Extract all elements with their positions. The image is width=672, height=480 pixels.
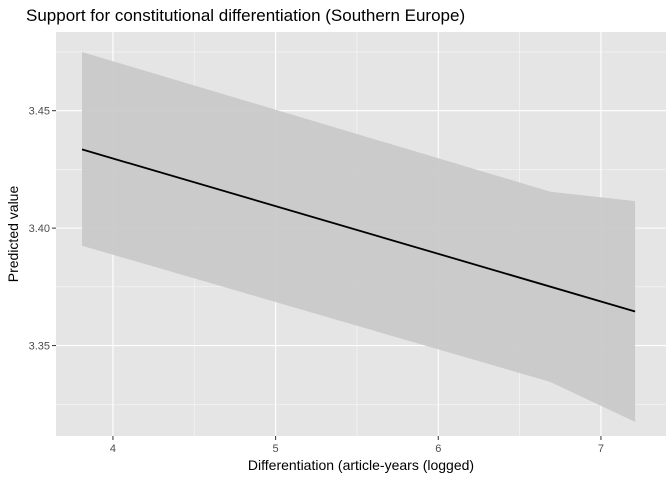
x-tick-label: 4 <box>110 443 116 455</box>
y-tick-label: 3.45 <box>29 106 50 118</box>
y-tick-label: 3.40 <box>29 223 50 235</box>
x-tick-label: 5 <box>273 443 279 455</box>
confidence-band <box>82 52 636 422</box>
y-axis-ticks: 3.35 3.40 3.45 <box>29 106 56 353</box>
y-tick-label: 3.35 <box>29 341 50 353</box>
x-tick-label: 7 <box>598 443 604 455</box>
fitted-line <box>81 148 636 313</box>
y-axis-title: Predicted value <box>5 186 21 283</box>
x-axis-title: Differentiation (article-years (logged) <box>248 457 474 473</box>
x-axis-ticks: 4 5 6 7 <box>110 436 604 455</box>
x-tick-label: 6 <box>435 443 441 455</box>
series-lines <box>81 148 636 313</box>
chart-title: Support for constitutional differentiati… <box>26 6 465 25</box>
